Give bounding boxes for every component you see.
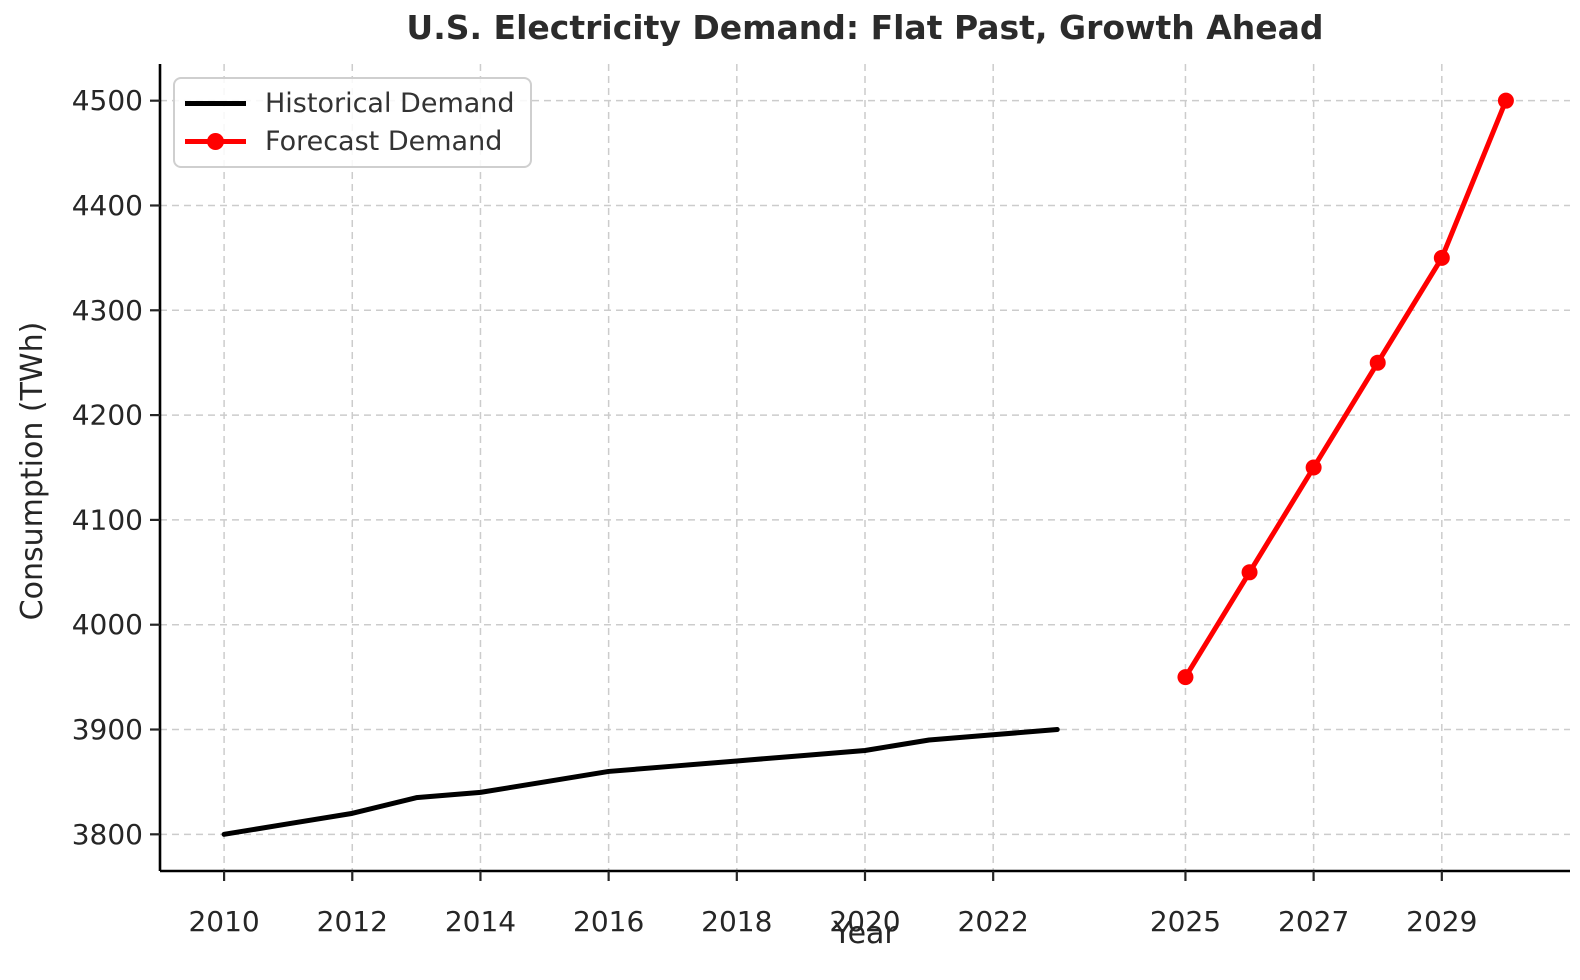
y-axis-label: Consumption (TWh) — [15, 321, 50, 621]
x-tick-label-2012: 2012 — [317, 905, 388, 938]
legend-label: Forecast Demand — [265, 126, 503, 158]
y-tick-label-4500: 4500 — [72, 84, 143, 117]
historical-line — [221, 727, 1060, 837]
y-tick-label-3900: 3900 — [72, 713, 143, 746]
legend-label: Historical Demand — [265, 87, 515, 119]
forecast-point-2029 — [1433, 249, 1450, 266]
x-tick-label-2016: 2016 — [573, 905, 644, 938]
forecast-line — [1182, 98, 1509, 680]
forecast-line-icon — [185, 133, 246, 151]
forecast-point-2026 — [1241, 564, 1258, 581]
x-tick-label-2025: 2025 — [1150, 905, 1221, 938]
y-tick-label-4200: 4200 — [72, 399, 143, 432]
forecast-point-2028 — [1369, 354, 1386, 371]
x-tick-label-2020: 2020 — [829, 905, 900, 938]
legend-item-historical: Historical Demand — [185, 84, 520, 122]
x-axis-label: Year — [833, 916, 897, 951]
forecast-point-2025 — [1177, 669, 1194, 686]
x-tick-label-2010: 2010 — [188, 905, 259, 938]
y-tick-label-3800: 3800 — [72, 818, 143, 851]
chart-title: U.S. Electricity Demand: Flat Past, Grow… — [406, 8, 1324, 47]
x-tick-label-2022: 2022 — [958, 905, 1029, 938]
x-tick-label-2014: 2014 — [445, 905, 516, 938]
y-tick-label-4300: 4300 — [72, 294, 143, 327]
legend-item-forecast: Forecast Demand — [185, 123, 520, 161]
x-tick-label-2027: 2027 — [1278, 905, 1349, 938]
forecast-point-2030 — [1497, 92, 1514, 109]
legend: Historical Demand Forecast Demand — [173, 77, 532, 168]
y-tick-label-4400: 4400 — [72, 189, 143, 222]
y-tick-label-4100: 4100 — [72, 503, 143, 536]
x-tick-label-2018: 2018 — [701, 905, 772, 938]
forecast-point-2027 — [1305, 459, 1322, 476]
historical-line-icon — [185, 94, 246, 112]
y-tick-label-4000: 4000 — [72, 608, 143, 641]
x-tick-label-2029: 2029 — [1406, 905, 1477, 938]
